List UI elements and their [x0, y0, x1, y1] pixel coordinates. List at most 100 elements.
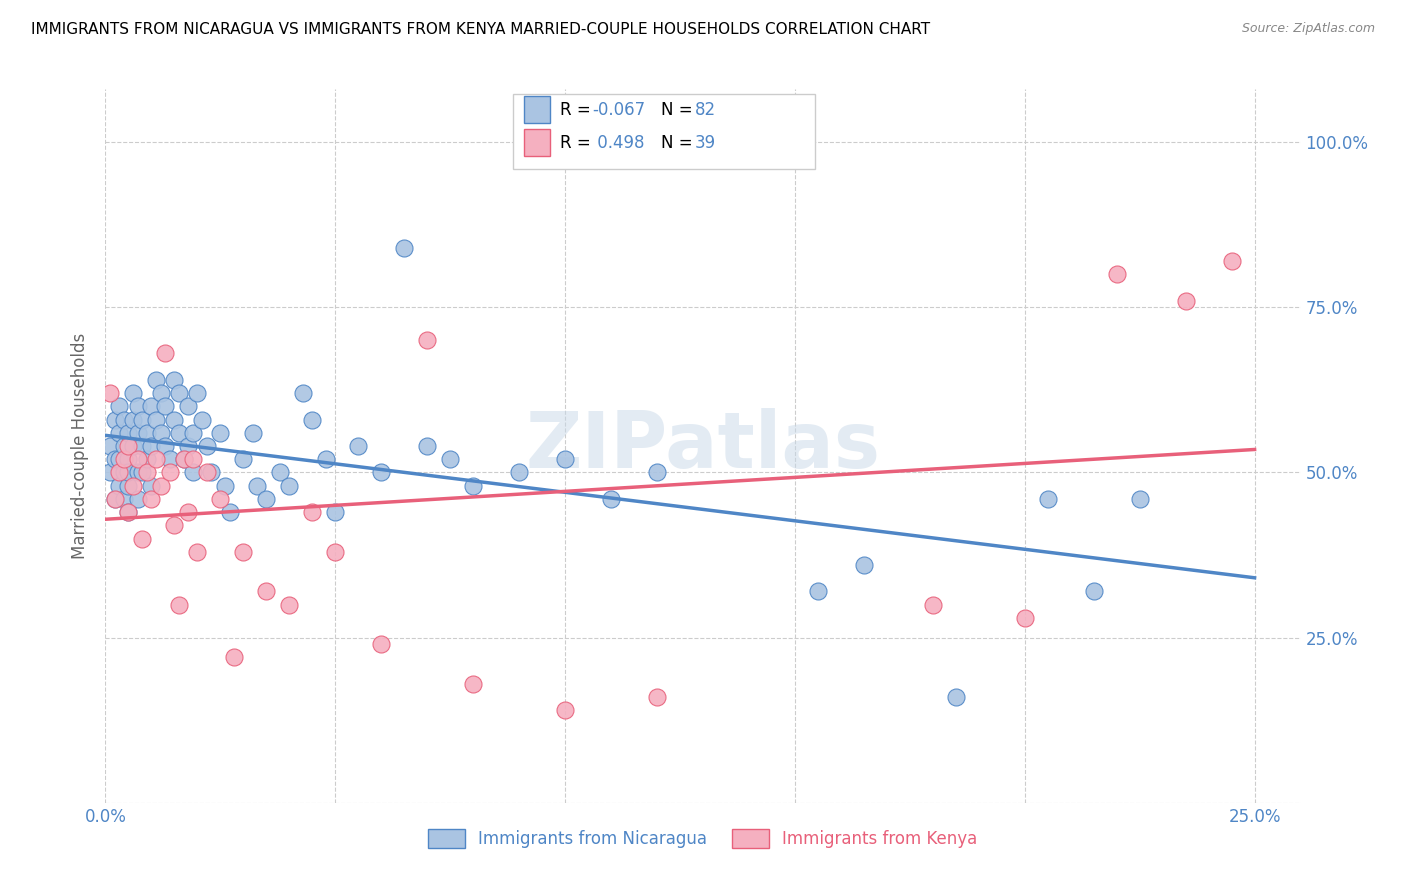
Legend: Immigrants from Nicaragua, Immigrants from Kenya: Immigrants from Nicaragua, Immigrants fr… — [422, 822, 984, 855]
Point — [149, 478, 172, 492]
Point — [645, 690, 668, 704]
Point — [370, 466, 392, 480]
Point — [149, 386, 172, 401]
Point — [645, 466, 668, 480]
Point — [463, 677, 485, 691]
Point — [173, 452, 195, 467]
Point — [104, 491, 127, 506]
Point — [127, 466, 149, 480]
Point — [323, 545, 346, 559]
Point — [191, 412, 214, 426]
Point — [181, 425, 204, 440]
Point — [163, 373, 186, 387]
Point — [153, 400, 177, 414]
Point — [167, 386, 190, 401]
Point — [181, 466, 204, 480]
Point — [1083, 584, 1105, 599]
Text: -0.067: -0.067 — [592, 101, 645, 119]
Point — [117, 505, 139, 519]
Point — [117, 505, 139, 519]
Point — [117, 439, 139, 453]
Point — [104, 452, 127, 467]
Point — [117, 425, 139, 440]
Point — [1174, 293, 1197, 308]
Point — [141, 491, 163, 506]
Point — [177, 439, 200, 453]
Point — [127, 425, 149, 440]
Text: R =: R = — [560, 101, 596, 119]
Point — [246, 478, 269, 492]
Point — [209, 425, 232, 440]
Point — [278, 478, 301, 492]
Point — [117, 466, 139, 480]
Point — [149, 425, 172, 440]
Point — [416, 333, 439, 347]
Point — [232, 452, 254, 467]
Text: N =: N = — [661, 134, 697, 152]
Point — [131, 466, 153, 480]
Point — [112, 452, 135, 467]
Point — [186, 386, 208, 401]
Point — [1105, 267, 1128, 281]
Point — [141, 439, 163, 453]
Point — [108, 400, 131, 414]
Point — [852, 558, 875, 572]
Point — [108, 478, 131, 492]
Point — [163, 412, 186, 426]
Point — [127, 400, 149, 414]
Point — [195, 466, 218, 480]
Point — [127, 452, 149, 467]
Point — [392, 241, 416, 255]
Point — [131, 439, 153, 453]
Point — [254, 491, 277, 506]
Point — [104, 491, 127, 506]
Point — [807, 584, 830, 599]
Point — [167, 598, 190, 612]
Point — [159, 466, 181, 480]
Text: N =: N = — [661, 101, 697, 119]
Point — [135, 452, 157, 467]
Point — [127, 491, 149, 506]
Text: 0.498: 0.498 — [592, 134, 644, 152]
Point — [214, 478, 236, 492]
Point — [112, 466, 135, 480]
Point — [98, 439, 121, 453]
Text: R =: R = — [560, 134, 596, 152]
Point — [269, 466, 291, 480]
Text: Source: ZipAtlas.com: Source: ZipAtlas.com — [1241, 22, 1375, 36]
Point — [370, 637, 392, 651]
Point — [153, 439, 177, 453]
Point — [135, 425, 157, 440]
Text: 39: 39 — [695, 134, 716, 152]
Point — [1129, 491, 1152, 506]
Text: 82: 82 — [695, 101, 716, 119]
Text: ZIPatlas: ZIPatlas — [526, 408, 880, 484]
Point — [439, 452, 461, 467]
Point — [600, 491, 623, 506]
Y-axis label: Married-couple Households: Married-couple Households — [72, 333, 90, 559]
Point — [141, 478, 163, 492]
Point — [200, 466, 222, 480]
Point — [135, 466, 157, 480]
Point — [181, 452, 204, 467]
Point — [177, 505, 200, 519]
Point — [301, 412, 323, 426]
Point — [195, 439, 218, 453]
Point — [347, 439, 370, 453]
Point — [131, 532, 153, 546]
Point — [153, 346, 177, 360]
Point — [254, 584, 277, 599]
Point — [278, 598, 301, 612]
Point — [122, 412, 145, 426]
Point — [209, 491, 232, 506]
Point — [218, 505, 240, 519]
Point — [163, 518, 186, 533]
Point — [177, 400, 200, 414]
Point — [98, 386, 121, 401]
Point — [463, 478, 485, 492]
Point — [232, 545, 254, 559]
Point — [117, 452, 139, 467]
Point — [122, 386, 145, 401]
Point — [315, 452, 337, 467]
Point — [117, 478, 139, 492]
